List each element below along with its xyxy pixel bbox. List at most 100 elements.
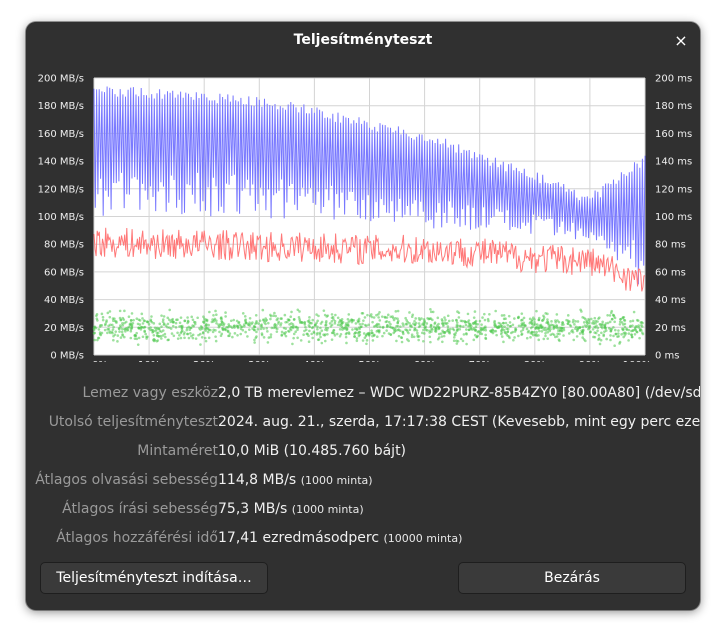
access-time-point [255,330,258,334]
access-time-point [138,323,142,326]
x-axis-tick-label: 10% [138,360,160,362]
access-time-point [533,333,537,337]
access-time-point [160,337,163,340]
access-time-point [392,331,396,335]
access-time-point [484,336,487,340]
access-time-point [206,330,210,334]
access-time-point [300,321,304,325]
access-time-point [414,317,417,320]
access-time-point [456,327,459,331]
right-axis-tick-label: 180 ms [655,101,692,112]
access-time-point [103,328,107,332]
access-time-point [183,319,187,323]
access-time-point [259,327,263,331]
access-time-point [429,310,433,314]
access-time-point [153,338,157,342]
access-time-point [522,316,526,320]
access-time-point [269,335,273,339]
access-time-point [396,328,400,332]
access-time-point [581,336,584,339]
access-time-point [402,324,405,327]
access-time-point [397,334,401,338]
access-time-point [464,323,468,327]
access-time-point [502,314,506,317]
access-time-point [387,320,391,324]
access-time-point [580,329,583,332]
access-time-point [194,337,198,340]
access-time-point [196,316,199,320]
access-time-point [396,317,399,321]
access-time-point [343,327,347,330]
write-rate-series [93,227,646,292]
access-time-point [113,333,117,336]
access-time-point [137,326,141,330]
access-time-point [442,334,446,338]
access-time-point [280,330,284,334]
access-time-point [420,317,423,320]
access-time-point [191,333,195,337]
access-time-point [160,325,163,329]
access-time-point [112,338,115,342]
access-time-point [355,327,359,331]
access-time-point [127,315,131,319]
access-time-point [220,323,223,327]
access-time-point [239,327,243,331]
access-time-point [613,316,617,320]
access-time-point [481,316,484,319]
access-time-point [248,328,251,331]
access-time-point [295,325,298,329]
access-time-point [255,321,258,325]
access-time-point [574,320,577,323]
close-button[interactable]: Bezárás [458,562,686,594]
access-time-point [609,311,613,315]
close-icon[interactable]: × [674,31,688,50]
access-time-point [358,322,362,326]
access-time-point [247,323,250,326]
access-time-point [415,329,419,332]
access-time-point [478,319,482,323]
access-time-point [123,309,126,313]
access-time-point [479,330,482,333]
access-time-point [602,334,605,338]
access-time-point [171,324,175,328]
access-time-point [421,331,424,335]
access-time-point [372,334,376,337]
benchmark-chart: 0 MB/s 0 ms 20 MB/s 20 ms 40 MB/s 40 ms 60 MB/… [38,74,693,363]
access-time-point [375,330,379,333]
access-time-point [236,325,240,328]
access-time-point [354,331,357,335]
access-time-point [185,328,189,332]
access-time-point [203,336,207,340]
access-time-point [135,337,139,341]
access-time-point [579,308,582,312]
access-time-point [495,325,499,329]
access-time-point [290,322,293,325]
right-axis-tick-label: 80 ms [655,240,686,251]
access-time-point [96,336,100,340]
x-axis-tick-label: 50% [358,360,380,362]
access-time-point [299,339,303,342]
access-time-point [292,336,295,340]
access-time-point [145,320,149,323]
access-time-point [313,324,317,327]
left-axis-tick-label: 20 MB/s [44,323,84,334]
access-time-point [442,330,445,334]
access-time-point [413,327,417,330]
access-time-point [542,337,546,341]
access-time-point [444,322,448,326]
start-benchmark-button[interactable]: Teljesítményteszt indítása… [40,562,268,594]
access-time-point [507,314,511,318]
access-time-point [252,324,256,328]
access-time-point [467,322,471,325]
access-time-point [428,335,432,339]
access-time-point [593,316,597,320]
access-time-point [417,325,421,329]
access-time-point [606,321,610,325]
access-time-point [381,325,385,329]
access-time-point [108,310,112,313]
left-axis-tick-label: 120 MB/s [38,184,84,195]
access-time-point [452,336,456,339]
access-time-point [508,325,512,328]
access-time-point [99,333,103,337]
access-time-point [437,332,441,336]
